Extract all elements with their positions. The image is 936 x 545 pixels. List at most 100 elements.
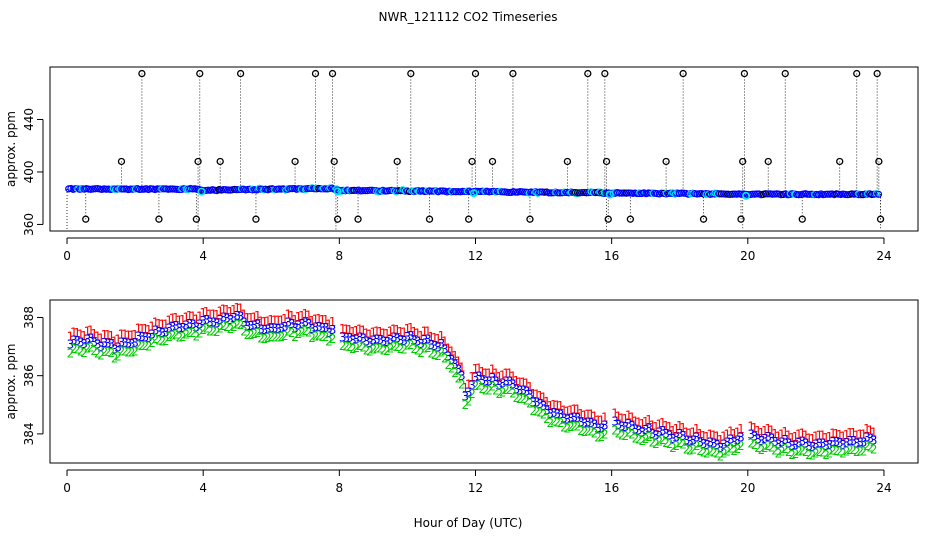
series-1-point: 1 [281, 312, 289, 326]
series-1-point: 1 [717, 433, 725, 447]
series-2-point: 2 [138, 339, 146, 353]
series-3-point: 3 [581, 416, 589, 430]
series-1-point: 1 [530, 387, 538, 401]
series-2-point: 2 [101, 345, 109, 359]
baseline-point [91, 185, 99, 193]
series-3-point: 3 [764, 430, 772, 444]
series-2-point: 2 [781, 442, 789, 456]
series-3-point: 3 [781, 433, 789, 447]
series-3-point: 3 [502, 374, 510, 388]
series-2-point: 2 [553, 415, 561, 429]
baseline-point [547, 189, 555, 197]
series-3-point: 3 [387, 333, 395, 347]
series-3-point: 3 [523, 385, 531, 399]
series-3-point: 3 [278, 321, 286, 335]
y-tick-label: 360 [22, 213, 36, 236]
spike-point [488, 157, 497, 166]
series-1-point: 1 [271, 314, 279, 328]
series-1-point: 1 [240, 307, 248, 321]
series-3-point: 3 [802, 436, 810, 450]
series-1-point: 1 [128, 329, 136, 343]
series-2-point: 2 [165, 330, 173, 344]
series-1-point: 1 [441, 334, 449, 348]
series-3-point: 3 [526, 388, 534, 402]
series-2-point: 2 [145, 340, 153, 354]
series-2-point: 2 [223, 320, 231, 334]
series-2-point: 2 [359, 340, 367, 354]
series-3-point: 3 [339, 330, 347, 344]
series-1-point: 1 [227, 305, 235, 319]
series-3-point: 3 [809, 440, 817, 454]
series-2-point: 2 [669, 441, 677, 455]
series-2-point: 2 [577, 424, 585, 438]
series-1-point: 1 [114, 332, 122, 346]
series-2-point: 2 [196, 326, 204, 340]
series-2-point: 2 [301, 324, 309, 338]
baseline-point [620, 189, 628, 197]
series-3-point: 3 [353, 332, 361, 346]
series-2-point: 2 [220, 319, 228, 333]
series-1-point: 1 [839, 430, 847, 444]
series-2-point: 2 [536, 406, 544, 420]
spike-point [781, 69, 789, 78]
baseline-point [233, 186, 241, 194]
series-3-point: 3 [203, 313, 211, 327]
baseline-point-black [717, 190, 725, 198]
series-1-point: 1 [809, 432, 817, 446]
series-3-point: 3 [690, 434, 698, 448]
series-1-point: 1 [284, 308, 292, 322]
series-2-point: 2 [216, 322, 224, 336]
spike-point [138, 69, 146, 78]
baseline-point [764, 190, 772, 198]
series-3-point: 3 [169, 320, 177, 334]
series-2-point: 2 [846, 443, 854, 457]
series-2-point: 2 [703, 447, 711, 461]
series-1-point: 1 [482, 367, 490, 381]
baseline-point [220, 185, 228, 194]
series-1-point: 1 [754, 424, 762, 438]
series-1-point: 1 [475, 362, 483, 376]
series-2-point: 2 [598, 430, 606, 444]
baseline-point [578, 188, 586, 197]
series-2-point: 2 [393, 340, 401, 354]
plot-frame [49, 299, 919, 464]
series-2-point: 2 [690, 442, 698, 456]
y-tick-label: 384 [22, 422, 36, 445]
series-3-point: 3 [97, 340, 105, 354]
series-3-point: 3 [468, 378, 476, 392]
baseline-point-black [574, 189, 582, 197]
series-3-point: 3 [652, 428, 660, 442]
series-1-point: 1 [390, 322, 398, 336]
series-1-point: 1 [312, 313, 320, 327]
series-1-point: 1 [90, 327, 98, 341]
figure-title: NWR_121112 CO2 Timeseries [379, 10, 558, 24]
baseline-point [647, 189, 655, 197]
series-3-point: 3 [768, 432, 776, 446]
series-2-point: 2 [169, 329, 177, 343]
series-1-point: 1 [274, 314, 282, 328]
series-3-point: 3 [720, 438, 728, 452]
series-1-point: 1 [652, 420, 660, 434]
series-3-point: 3 [342, 331, 350, 345]
series-1-point: 1 [785, 428, 793, 442]
series-2-point: 2 [485, 383, 493, 397]
series-1-point: 1 [387, 325, 395, 339]
series-3-point: 3 [625, 417, 633, 431]
series-3-point: 3 [846, 434, 854, 448]
series-2-point: 2 [97, 349, 105, 363]
series-3-point: 3 [250, 318, 258, 332]
series-1-point: 1 [237, 301, 245, 315]
series-3-point: 3 [73, 334, 81, 348]
spike-point [192, 215, 201, 223]
series-1-point: 1 [70, 325, 78, 339]
spike-point [471, 69, 480, 78]
series-2-point: 2 [124, 345, 132, 359]
series-3-point: 3 [615, 418, 623, 432]
spike-point [236, 69, 245, 78]
series-3-point: 3 [441, 343, 449, 357]
series-3-point: 3 [550, 406, 558, 420]
series-1-point: 1 [815, 428, 823, 442]
series-2-point: 2 [400, 343, 408, 357]
spike-point [291, 157, 299, 166]
series-3-point: 3 [349, 333, 357, 347]
